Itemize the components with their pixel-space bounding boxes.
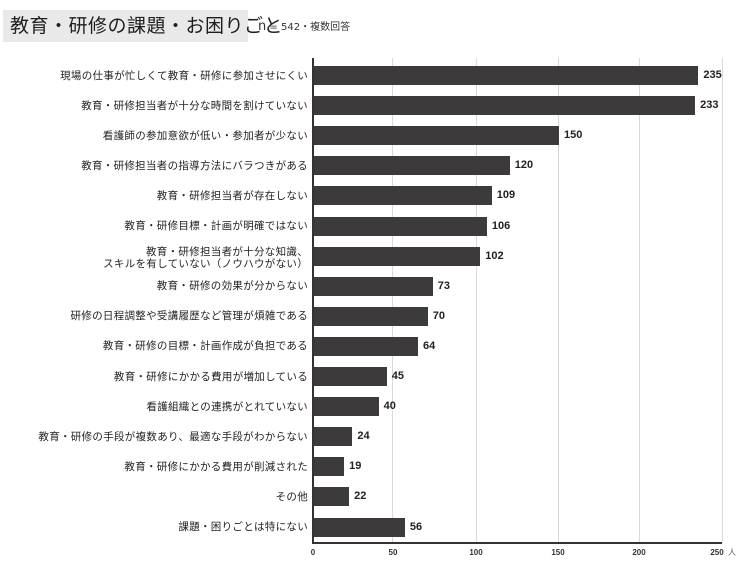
bar-row: 課題・困りごとは特にない 56 (0, 517, 740, 537)
x-axis-unit: 人 (728, 548, 736, 557)
bar (313, 126, 559, 146)
bar-row: 教育・研修担当者が存在しない 109 (0, 186, 740, 206)
bar (313, 246, 481, 266)
y-axis-line (312, 58, 314, 543)
value-label: 106 (491, 219, 511, 232)
x-tick-0: 0 (310, 548, 316, 557)
bar (313, 96, 696, 116)
bar (313, 276, 433, 296)
gridline-100 (476, 58, 477, 543)
category-label: 現場の仕事が忙しくて教育・研修に参加させにくい (60, 69, 308, 82)
gridline-150 (558, 58, 559, 543)
bar (313, 336, 418, 356)
category-label: 看護組織との連携がとれていない (146, 400, 308, 413)
category-label: 教育・研修担当者が十分な知識、 スキルを有していない（ノウハウがない） (103, 243, 308, 270)
value-label: 45 (391, 370, 405, 382)
value-label: 64 (422, 339, 436, 352)
value-label: 120 (514, 159, 534, 172)
category-label: 教育・研修の手段が複数あり、最適な手段がわからない (38, 430, 308, 443)
chart-subtitle: n = 542・複数回答 (258, 18, 350, 34)
bar-row: 教育・研修にかかる費用が増加している 45 (0, 367, 740, 386)
value-label: 233 (700, 99, 719, 112)
value-label: 22 (354, 490, 367, 503)
value-label: 109 (496, 189, 516, 202)
bar (313, 306, 428, 326)
sample-size-text: = 542・複数回答 (266, 22, 351, 33)
category-label: 教育・研修担当者の指導方法にバラつきがある (81, 159, 308, 172)
category-label: 教育・研修の目標・計画作成が負担である (102, 340, 308, 353)
value-label: 19 (349, 460, 362, 473)
bar-row: 教育・研修担当者の指導方法にバラつきがある 120 (0, 156, 740, 176)
value-label: 235 (703, 69, 722, 81)
bar-row: 現場の仕事が忙しくて教育・研修に参加させにくい 235 (0, 66, 740, 85)
bar (313, 156, 510, 176)
value-label: 150 (564, 129, 583, 142)
category-label-line1: 教育・研修担当者が十分な知識、 (146, 245, 308, 258)
bar (313, 487, 350, 507)
category-label-line2: スキルを有していない（ノウハウがない） (103, 257, 308, 270)
bar-row: 教育・研修目標・計画が明確ではない 106 (0, 216, 740, 236)
category-label: 教育・研修にかかる費用が増加している (113, 370, 308, 383)
category-label: 課題・困りごとは特にない (178, 521, 308, 533)
value-label: 102 (485, 249, 504, 262)
gridline-250 (722, 58, 723, 543)
category-label: 研修の日程調整や受講履歴など管理が煩雑である (70, 310, 308, 323)
category-label: 教育・研修担当者が十分な時間を割けていない (81, 99, 308, 112)
category-label: 看護師の参加意欲が低い・参加者が少ない (102, 129, 308, 142)
bar (313, 186, 492, 206)
bar-row: 看護組織との連携がとれていない 40 (0, 397, 740, 417)
bar-row: 研修の日程調整や受講履歴など管理が煩雑である 70 (0, 306, 740, 326)
sample-size-label: n (258, 19, 267, 34)
bar (313, 517, 405, 537)
bar-row: 教育・研修の手段が複数あり、最適な手段がわからない 24 (0, 427, 740, 447)
bar-row: 教育・研修担当者が十分な知識、 スキルを有していない（ノウハウがない） 102 (0, 246, 740, 270)
value-label: 73 (437, 279, 450, 292)
gridline-200 (639, 58, 640, 543)
category-label: その他 (275, 490, 308, 503)
bar (313, 427, 353, 447)
value-label: 70 (432, 309, 446, 322)
x-tick-200: 200 (632, 548, 646, 557)
x-tick-150: 150 (551, 548, 565, 557)
chart-title: 教育・研修の課題・お困りごと (3, 10, 283, 42)
bar (313, 367, 387, 386)
value-label: 40 (383, 400, 396, 413)
category-label: 教育・研修担当者が存在しない (156, 189, 308, 202)
bar-row: 教育・研修の効果が分からない 73 (0, 276, 740, 296)
category-label: 教育・研修の効果が分からない (156, 280, 308, 293)
bar-row: 看護師の参加意欲が低い・参加者が少ない 150 (0, 126, 740, 146)
x-tick-100: 100 (469, 548, 483, 557)
bar-row: 教育・研修の目標・計画作成が負担である 64 (0, 336, 740, 356)
value-label: 56 (409, 520, 423, 533)
bar (313, 216, 487, 236)
bar (313, 66, 699, 85)
x-tick-250: 250 (710, 548, 724, 557)
gridline-50 (392, 58, 393, 543)
bar-row: その他 22 (0, 487, 740, 507)
bar (313, 457, 345, 477)
category-label: 教育・研修にかかる費用が削減された (124, 460, 308, 473)
x-tick-50: 50 (388, 548, 398, 557)
value-label: 24 (357, 430, 370, 443)
bar-row: 教育・研修にかかる費用が削減された 19 (0, 457, 740, 477)
bar (313, 397, 379, 417)
bar-row: 教育・研修担当者が十分な時間を割けていない 233 (0, 96, 740, 116)
x-axis-line (312, 542, 722, 544)
category-label: 教育・研修目標・計画が明確ではない (124, 220, 308, 232)
